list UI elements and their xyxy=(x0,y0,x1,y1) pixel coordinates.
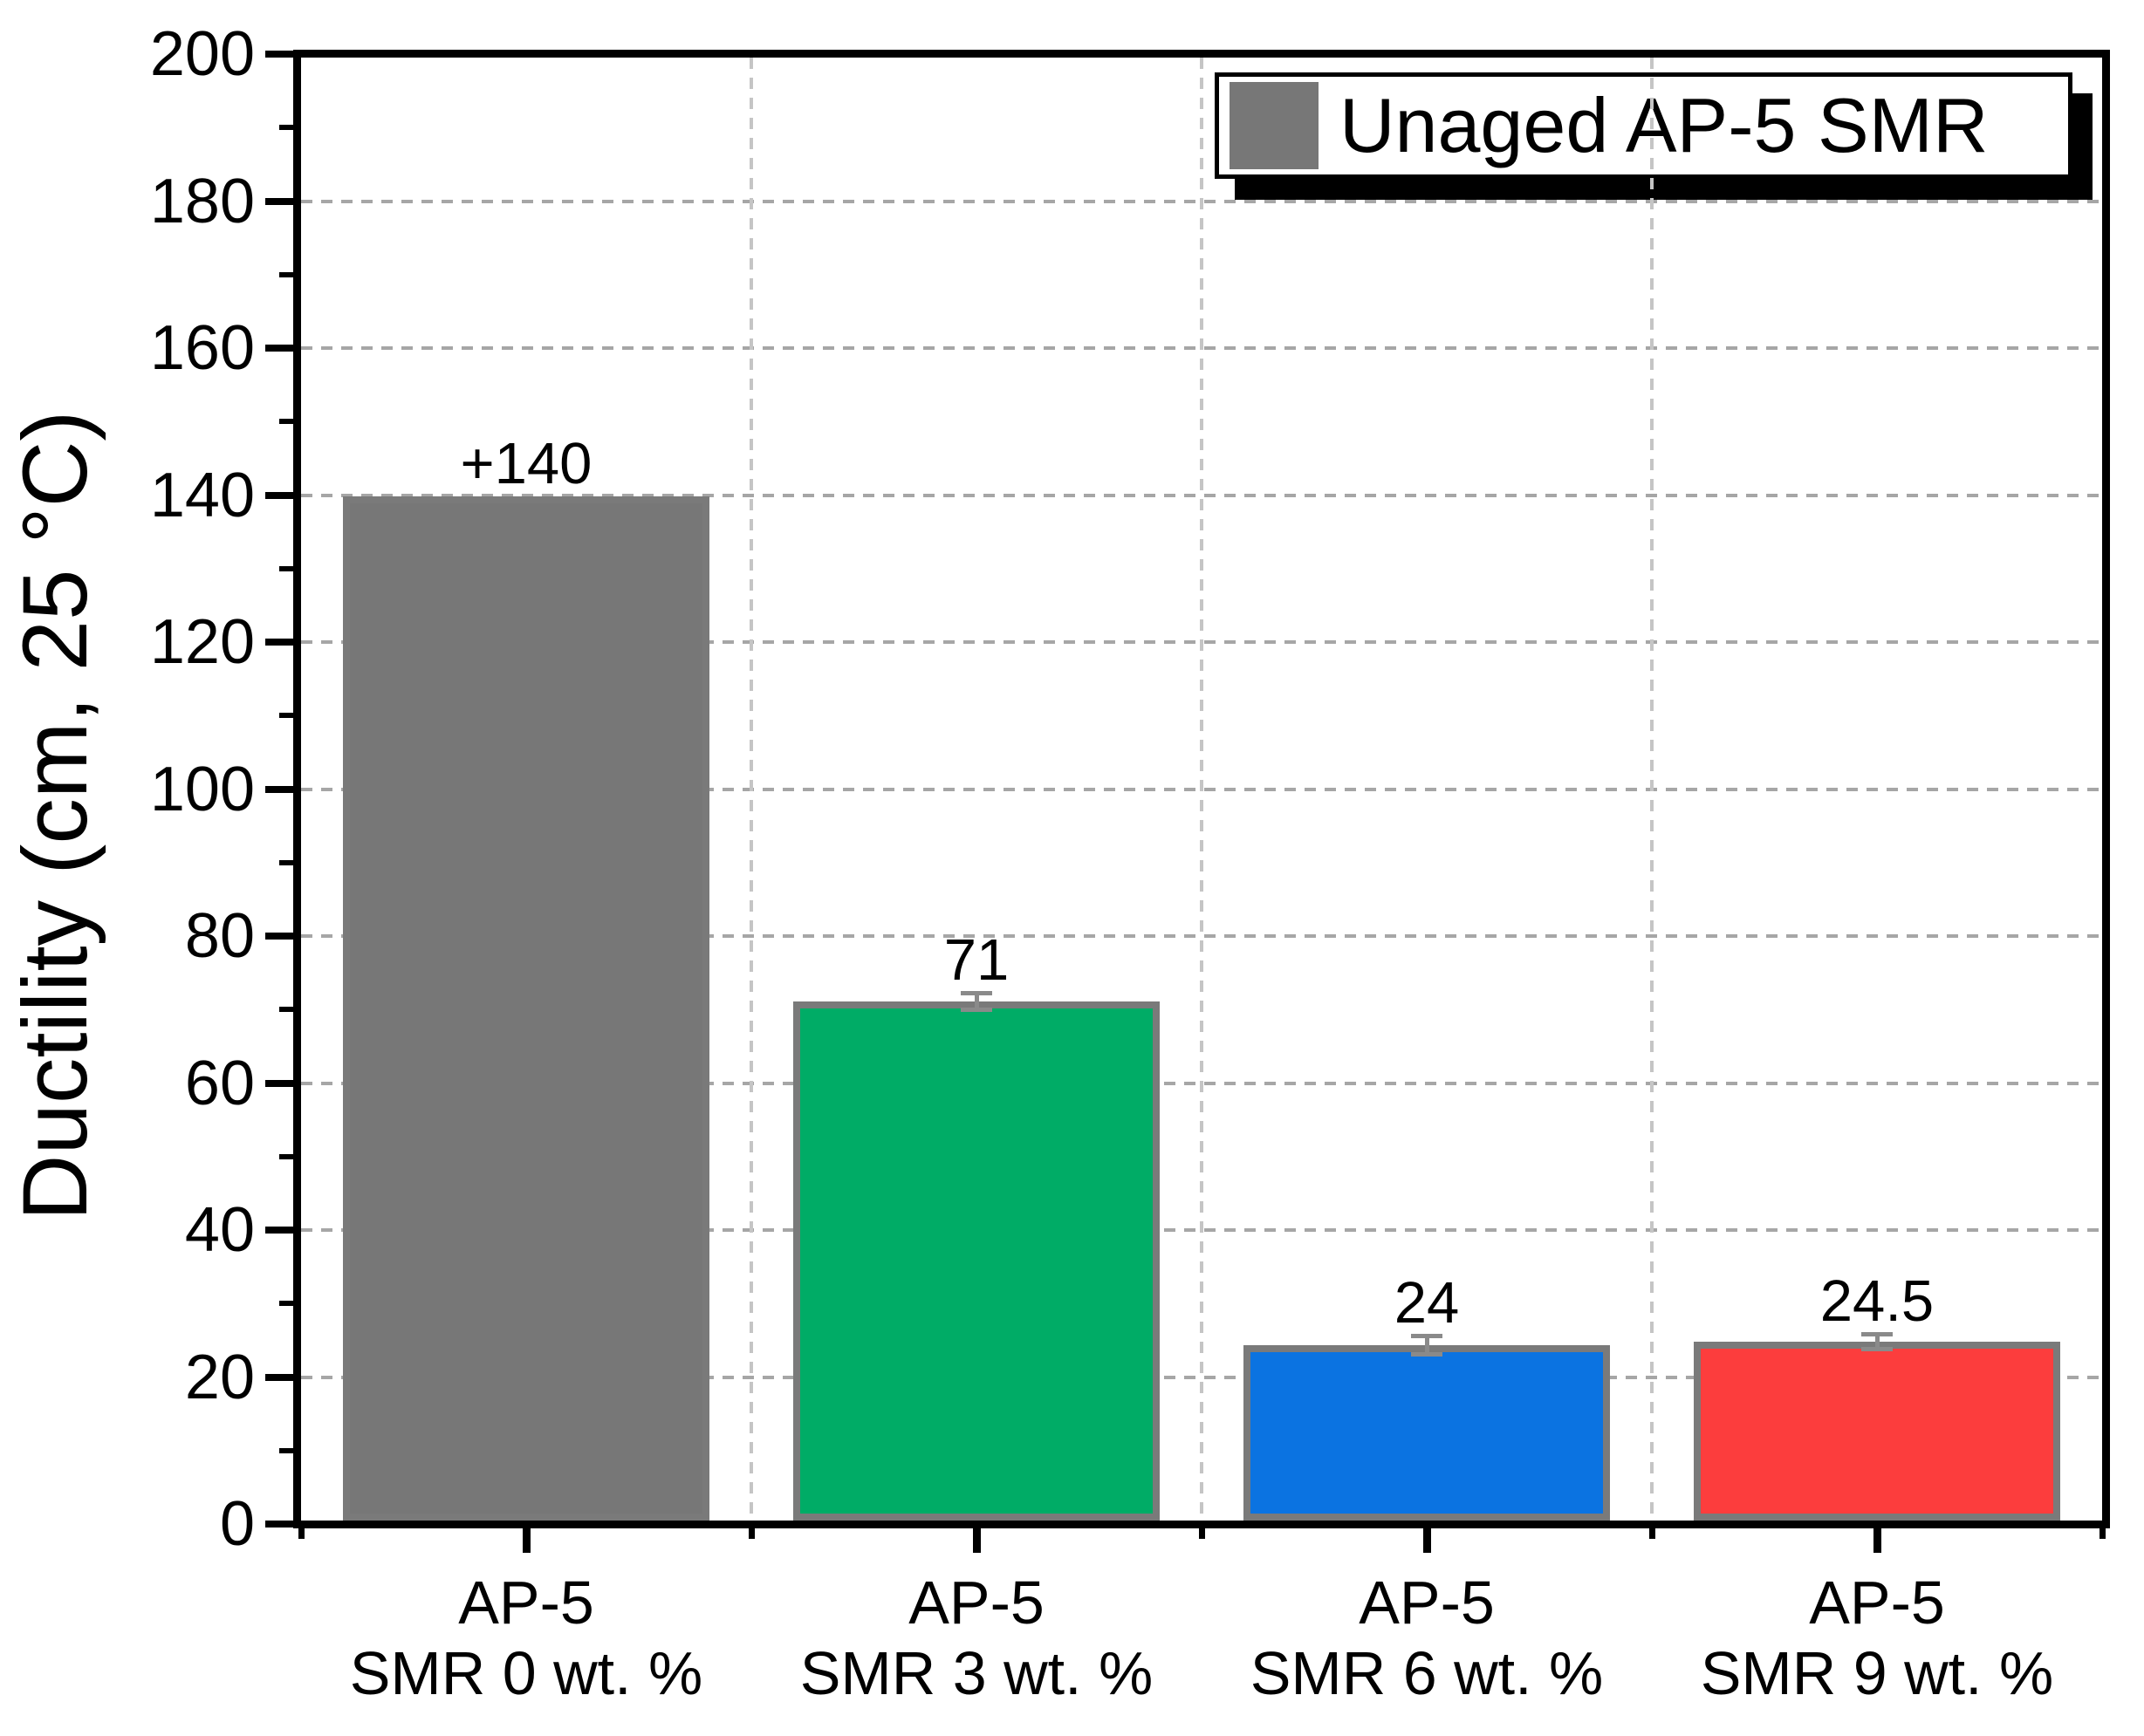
y-axis-major-tick xyxy=(265,1227,297,1234)
x-axis-major-tick xyxy=(1423,1528,1431,1553)
error-bar-stem xyxy=(1425,1336,1429,1355)
plot-border xyxy=(293,50,2110,1528)
x-category-label: AP-5 SMR 3 wt. % xyxy=(751,1568,1202,1709)
y-axis-tick-label: 100 xyxy=(149,754,255,824)
plot-area: Unaged AP-5 SMR +140 71 24 24.5 xyxy=(301,58,2102,1521)
legend-label: Unaged AP-5 SMR xyxy=(1339,82,1989,168)
x-axis-boundary-tick xyxy=(1649,1528,1655,1539)
y-axis-tick-label: 60 xyxy=(184,1048,255,1118)
error-bar-cap-bottom xyxy=(1411,1352,1442,1357)
y-axis-major-tick xyxy=(265,639,297,646)
bar-value-label: +140 xyxy=(460,431,593,496)
y-axis-major-tick xyxy=(265,491,297,499)
y-axis-major-tick xyxy=(265,51,297,58)
y-axis-minor-tick xyxy=(279,419,297,425)
x-category-label-line2: SMR 6 wt. % xyxy=(1250,1639,1604,1707)
error-bar-cap-top xyxy=(961,991,992,995)
y-axis-major-tick xyxy=(265,1521,297,1528)
legend-swatch xyxy=(1230,82,1319,169)
error-bar-cap-bottom xyxy=(1861,1347,1893,1351)
error-bar-stem xyxy=(1875,1334,1880,1350)
y-axis-tick-label: 160 xyxy=(149,313,255,383)
y-axis-minor-tick xyxy=(279,1447,297,1453)
x-axis-major-tick xyxy=(1873,1528,1881,1553)
x-category-label-line2: SMR 9 wt. % xyxy=(1700,1639,2054,1707)
y-axis-tick-label: 20 xyxy=(184,1342,255,1412)
y-axis-tick-label: 200 xyxy=(149,19,255,89)
bar-value-label: 24 xyxy=(1394,1270,1460,1336)
y-axis-minor-tick xyxy=(279,1301,297,1307)
error-bar-stem xyxy=(975,993,979,1010)
y-axis-major-tick xyxy=(265,933,297,940)
y-axis-minor-tick xyxy=(279,859,297,865)
legend: Unaged AP-5 SMR xyxy=(1215,72,2072,179)
y-axis-minor-tick xyxy=(279,271,297,277)
x-axis-boundary-tick xyxy=(298,1528,305,1539)
error-bar-cap-bottom xyxy=(961,1008,992,1012)
error-bar-cap-top xyxy=(1411,1334,1442,1338)
y-axis-tick-label: 40 xyxy=(184,1195,255,1265)
x-axis-boundary-tick xyxy=(749,1528,755,1539)
y-axis-tick-label: 140 xyxy=(149,460,255,530)
bar-value-label: 24.5 xyxy=(1819,1268,1935,1334)
bar xyxy=(1243,1345,1610,1521)
y-axis-major-tick xyxy=(265,785,297,793)
error-bar-cap-top xyxy=(1861,1332,1893,1336)
bar xyxy=(1694,1342,2060,1521)
y-axis-tick-label: 120 xyxy=(149,607,255,677)
y-axis-minor-tick xyxy=(279,1153,297,1159)
x-category-label-line1: AP-5 xyxy=(1809,1569,1945,1637)
x-category-label-line1: AP-5 xyxy=(1359,1569,1495,1637)
y-axis-major-tick xyxy=(265,1373,297,1381)
y-axis-tick-label: 0 xyxy=(219,1489,255,1559)
x-axis-major-tick xyxy=(523,1528,531,1553)
y-axis-minor-tick xyxy=(279,713,297,719)
y-axis-major-tick xyxy=(265,1079,297,1087)
gridline-vertical xyxy=(1200,58,1203,1521)
x-axis-boundary-tick xyxy=(1199,1528,1205,1539)
y-axis-major-tick xyxy=(265,345,297,352)
y-axis-tick-label: 80 xyxy=(184,901,255,971)
y-axis-minor-tick xyxy=(279,1007,297,1013)
x-axis-boundary-tick xyxy=(2099,1528,2106,1539)
x-category-label: AP-5 SMR 0 wt. % xyxy=(301,1568,751,1709)
bar xyxy=(343,496,709,1521)
x-category-label-line2: SMR 0 wt. % xyxy=(349,1639,703,1707)
x-category-label: AP-5 SMR 6 wt. % xyxy=(1202,1568,1652,1709)
x-category-label-line1: AP-5 xyxy=(908,1569,1045,1637)
x-category-label-line1: AP-5 xyxy=(458,1569,594,1637)
y-axis-minor-tick xyxy=(279,565,297,571)
x-category-label: AP-5 SMR 9 wt. % xyxy=(1652,1568,2102,1709)
x-axis-major-tick xyxy=(973,1528,981,1553)
x-category-label-line2: SMR 3 wt. % xyxy=(799,1639,1154,1707)
bar-value-label: 71 xyxy=(943,927,1010,993)
y-axis-major-tick xyxy=(265,197,297,205)
gridline-vertical xyxy=(1650,58,1654,1521)
bar xyxy=(793,1001,1160,1521)
y-axis-minor-tick xyxy=(279,125,297,131)
y-axis-tick-label: 180 xyxy=(149,166,255,236)
gridline-vertical xyxy=(750,58,753,1521)
